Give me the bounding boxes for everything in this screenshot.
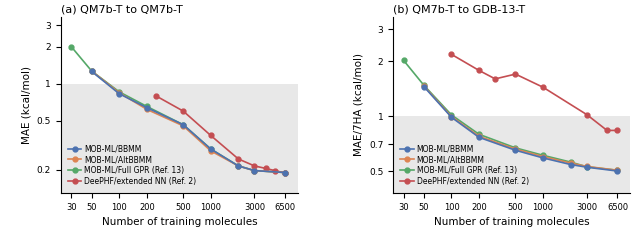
DeePHF/extended NN (Ref. 2)	[262, 167, 269, 170]
Bar	[61, 84, 298, 193]
Y-axis label: MAE (kcal/mol): MAE (kcal/mol)	[21, 66, 31, 144]
Y-axis label: MAE/7HA (kcal/mol): MAE/7HA (kcal/mol)	[353, 53, 364, 156]
MOB-ML/AltBBMM	[476, 135, 483, 138]
DeePHF/extended NN (Ref. 2)	[271, 169, 278, 172]
MOB-ML/BBMM	[420, 85, 428, 88]
Legend: MOB-ML/BBMM, MOB-ML/AltBBMM, MOB-ML/Full GPR (Ref. 13), DeePHF/extended NN (Ref.: MOB-ML/BBMM, MOB-ML/AltBBMM, MOB-ML/Full…	[65, 141, 200, 189]
MOB-ML/BBMM	[614, 170, 621, 173]
MOB-ML/Full GPR (Ref. 13)	[476, 133, 483, 136]
Text: (b) QM7b-T to GDB-13-T: (b) QM7b-T to GDB-13-T	[393, 5, 525, 15]
MOB-ML/AltBBMM	[88, 70, 95, 73]
DeePHF/extended NN (Ref. 2)	[152, 94, 159, 97]
DeePHF/extended NN (Ref. 2)	[251, 164, 259, 167]
MOB-ML/Full GPR (Ref. 13)	[207, 147, 214, 150]
MOB-ML/Full GPR (Ref. 13)	[614, 169, 621, 172]
MOB-ML/BBMM	[234, 164, 242, 167]
MOB-ML/BBMM	[511, 149, 519, 152]
MOB-ML/BBMM	[207, 147, 214, 150]
DeePHF/extended NN (Ref. 2)	[492, 77, 499, 80]
MOB-ML/AltBBMM	[583, 165, 591, 168]
DeePHF/extended NN (Ref. 2)	[540, 86, 547, 89]
Bar	[393, 116, 630, 193]
X-axis label: Number of training molecules: Number of training molecules	[102, 217, 257, 227]
DeePHF/extended NN (Ref. 2)	[511, 73, 519, 75]
MOB-ML/AltBBMM	[614, 169, 621, 172]
MOB-ML/AltBBMM	[207, 149, 214, 152]
MOB-ML/Full GPR (Ref. 13)	[567, 161, 575, 164]
MOB-ML/BBMM	[179, 123, 187, 126]
MOB-ML/AltBBMM	[234, 164, 242, 167]
MOB-ML/AltBBMM	[447, 115, 455, 118]
MOB-ML/BBMM	[447, 116, 455, 119]
MOB-ML/BBMM	[540, 156, 547, 159]
DeePHF/extended NN (Ref. 2)	[234, 158, 242, 161]
DeePHF/extended NN (Ref. 2)	[179, 110, 187, 113]
Line: DeePHF/extended NN (Ref. 2): DeePHF/extended NN (Ref. 2)	[449, 52, 620, 133]
MOB-ML/Full GPR (Ref. 13)	[179, 123, 187, 126]
MOB-ML/Full GPR (Ref. 13)	[282, 171, 289, 174]
DeePHF/extended NN (Ref. 2)	[207, 134, 214, 137]
Line: DeePHF/extended NN (Ref. 2): DeePHF/extended NN (Ref. 2)	[153, 93, 287, 175]
MOB-ML/BBMM	[143, 106, 150, 109]
MOB-ML/Full GPR (Ref. 13)	[583, 165, 591, 168]
DeePHF/extended NN (Ref. 2)	[614, 129, 621, 132]
MOB-ML/BBMM	[251, 169, 259, 172]
MOB-ML/BBMM	[115, 92, 123, 95]
DeePHF/extended NN (Ref. 2)	[282, 172, 289, 174]
Line: MOB-ML/AltBBMM: MOB-ML/AltBBMM	[89, 69, 287, 175]
Line: MOB-ML/Full GPR (Ref. 13): MOB-ML/Full GPR (Ref. 13)	[69, 44, 287, 175]
MOB-ML/AltBBMM	[115, 91, 123, 94]
Line: MOB-ML/BBMM: MOB-ML/BBMM	[422, 84, 620, 174]
MOB-ML/Full GPR (Ref. 13)	[420, 84, 428, 87]
MOB-ML/Full GPR (Ref. 13)	[234, 164, 242, 167]
MOB-ML/BBMM	[567, 163, 575, 166]
MOB-ML/AltBBMM	[143, 108, 150, 111]
MOB-ML/AltBBMM	[251, 169, 259, 172]
Text: (a) QM7b-T to QM7b-T: (a) QM7b-T to QM7b-T	[61, 5, 182, 15]
MOB-ML/Full GPR (Ref. 13)	[115, 90, 123, 93]
MOB-ML/AltBBMM	[567, 162, 575, 165]
MOB-ML/Full GPR (Ref. 13)	[68, 45, 76, 48]
MOB-ML/BBMM	[282, 171, 289, 174]
MOB-ML/BBMM	[88, 70, 95, 73]
Line: MOB-ML/AltBBMM: MOB-ML/AltBBMM	[422, 84, 620, 173]
MOB-ML/AltBBMM	[420, 85, 428, 87]
DeePHF/extended NN (Ref. 2)	[447, 53, 455, 56]
MOB-ML/AltBBMM	[540, 155, 547, 158]
MOB-ML/Full GPR (Ref. 13)	[251, 169, 259, 172]
Legend: MOB-ML/BBMM, MOB-ML/AltBBMM, MOB-ML/Full GPR (Ref. 13), DeePHF/extended NN (Ref.: MOB-ML/BBMM, MOB-ML/AltBBMM, MOB-ML/Full…	[397, 141, 532, 189]
MOB-ML/AltBBMM	[511, 147, 519, 150]
X-axis label: Number of training molecules: Number of training molecules	[434, 217, 589, 227]
MOB-ML/AltBBMM	[282, 171, 289, 174]
MOB-ML/Full GPR (Ref. 13)	[88, 70, 95, 73]
Line: MOB-ML/BBMM: MOB-ML/BBMM	[89, 69, 287, 175]
MOB-ML/Full GPR (Ref. 13)	[143, 105, 150, 108]
MOB-ML/BBMM	[476, 136, 483, 139]
MOB-ML/Full GPR (Ref. 13)	[540, 154, 547, 157]
DeePHF/extended NN (Ref. 2)	[603, 129, 611, 132]
MOB-ML/Full GPR (Ref. 13)	[447, 114, 455, 116]
MOB-ML/AltBBMM	[179, 124, 187, 127]
MOB-ML/Full GPR (Ref. 13)	[511, 147, 519, 149]
Line: MOB-ML/Full GPR (Ref. 13): MOB-ML/Full GPR (Ref. 13)	[401, 58, 620, 173]
DeePHF/extended NN (Ref. 2)	[476, 69, 483, 72]
MOB-ML/BBMM	[583, 166, 591, 169]
MOB-ML/Full GPR (Ref. 13)	[400, 59, 408, 62]
DeePHF/extended NN (Ref. 2)	[583, 113, 591, 116]
